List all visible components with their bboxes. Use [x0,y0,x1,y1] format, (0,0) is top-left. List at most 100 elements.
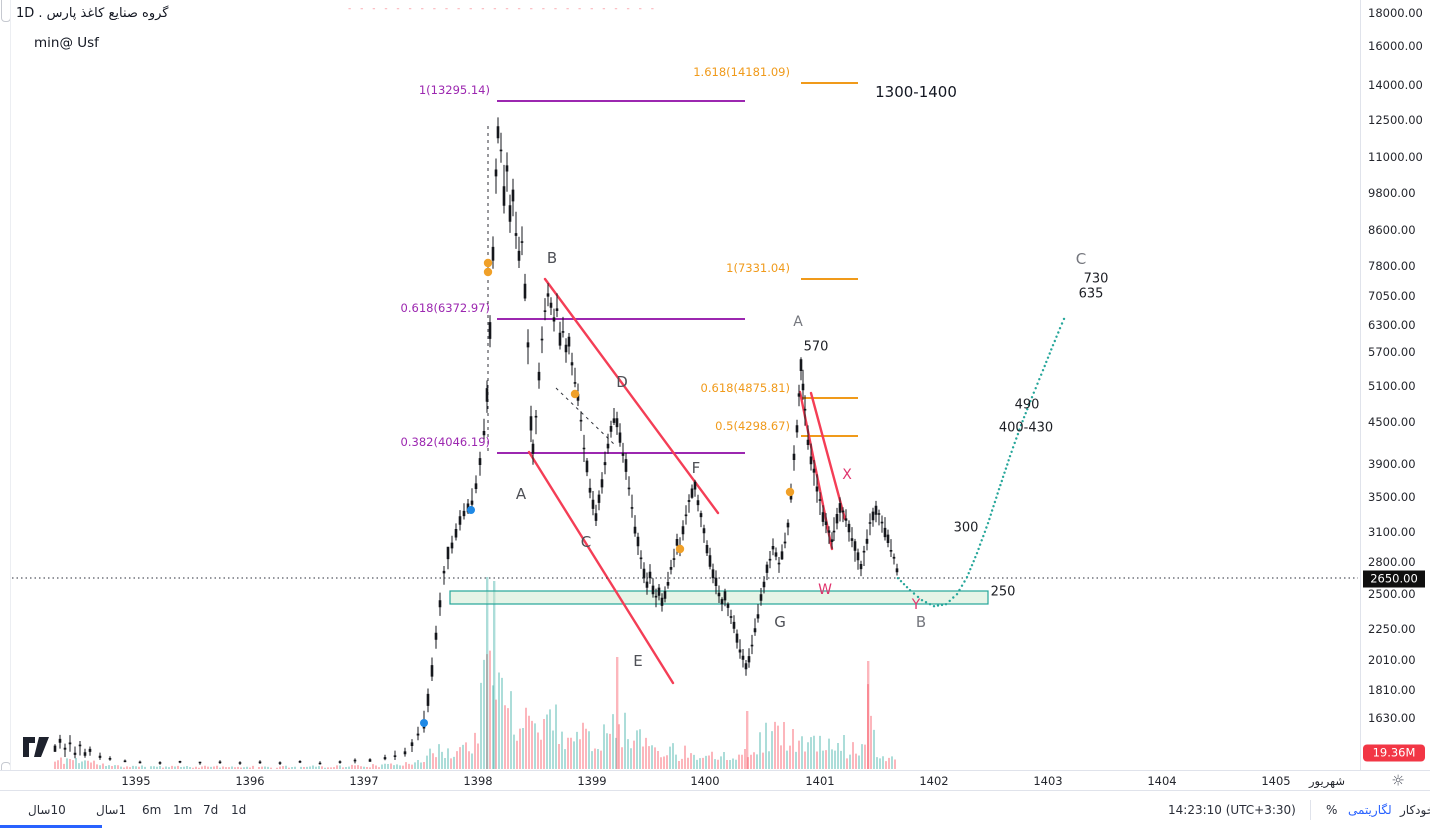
annotation-label[interactable]: D [616,373,628,391]
price-tick[interactable]: 7800.00 [1368,259,1416,273]
annotation-label[interactable]: W [818,582,832,598]
year-label[interactable]: 1403 [1033,774,1063,788]
trend-line [527,450,675,685]
price-tick[interactable]: 1630.00 [1368,711,1416,725]
chart-canvas[interactable] [0,0,1430,790]
annotation-label[interactable]: C [580,533,592,551]
price-tick[interactable]: 3100.00 [1368,525,1416,539]
price-axis-divider [1360,0,1361,790]
annotation-label[interactable]: C [1075,250,1087,268]
year-label[interactable]: 1400 [690,774,720,788]
annotation-label[interactable]: 730 [1083,271,1109,287]
price-tick[interactable]: 9800.00 [1368,186,1416,200]
year-label[interactable]: 1405 [1261,774,1291,788]
annotation-label[interactable]: F [691,459,701,477]
year-label[interactable]: 1398 [463,774,493,788]
price-tick[interactable]: 7050.00 [1368,289,1416,303]
price-tick[interactable]: 14000.00 [1368,78,1423,92]
annotation-label[interactable]: 490 [1014,397,1040,413]
trend-line [809,391,847,521]
price-tick[interactable]: 2500.00 [1368,587,1416,601]
auto-scale-button[interactable]: خودکار [1400,803,1430,817]
trend-line [543,277,720,515]
annotation-label[interactable]: 570 [803,339,829,355]
annotation-label[interactable]: 635 [1078,286,1104,302]
annotation-label[interactable]: B [915,613,927,631]
year-label[interactable]: 1401 [805,774,835,788]
annotation-label[interactable]: 300 [953,520,979,536]
annotation-label[interactable]: X [842,467,852,483]
volume-bars-down [54,650,896,769]
annotation-label[interactable]: E [633,652,643,670]
fib-retracement-label[interactable]: 0.618(6372.97) [400,301,490,315]
price-tick[interactable]: 5700.00 [1368,345,1416,359]
annotation-label[interactable]: A [515,485,527,503]
price-tick[interactable]: 3500.00 [1368,490,1416,504]
orange-marker-dot [675,544,685,554]
price-tick[interactable]: 3900.00 [1368,457,1416,471]
price-tick[interactable]: 18000.00 [1368,6,1423,20]
blue-marker-dot [420,719,428,727]
range-button-5[interactable]: 7d [203,803,219,817]
range-button-4[interactable]: 1m [173,803,193,817]
price-tick[interactable]: 11000.00 [1368,150,1423,164]
time-axis[interactable]: 1395 1396 1397 1398 1399 1400 1401 1402 1403 1404… [0,770,1430,791]
volume-spike [616,657,619,769]
annotation-label[interactable]: Y [911,597,921,613]
annotation-label[interactable]: 400-430 [998,420,1054,436]
year-label[interactable]: 1395 [121,774,151,788]
year-label[interactable]: 1397 [349,774,379,788]
orange-marker-dot [570,389,580,399]
range-button-1[interactable]: 10سال [28,803,66,817]
year-label[interactable]: 1402 [919,774,949,788]
fib-extension-label[interactable]: 1.618(14181.09) [693,65,790,79]
price-tick[interactable]: 2250.00 [1368,622,1416,636]
range-button-6[interactable]: 1d [231,803,247,817]
fib-extension-label[interactable]: 0.5(4298.67) [715,419,790,433]
volume-spike [867,661,870,769]
price-tick[interactable]: 12500.00 [1368,113,1423,127]
active-range-underline [0,825,102,828]
price-tick[interactable]: 2010.00 [1368,653,1416,667]
annotation-label[interactable]: A [793,314,803,330]
dashed-line [555,387,617,447]
annotation-label[interactable]: G [774,613,786,631]
price-tick[interactable]: 4500.00 [1368,415,1416,429]
time-axis-month-label: شهریور [1309,774,1345,788]
volume-badge: 19.36M [1363,744,1425,762]
settings-sun-icon[interactable]: ☼ [1391,771,1405,790]
annotation-label[interactable]: 250 [990,584,1016,600]
fib-extension-label[interactable]: 1(7331.04) [726,261,790,275]
price-tick[interactable]: 16000.00 [1368,39,1423,53]
fib-retracement-label[interactable]: 1(13295.14) [418,83,490,97]
symbol-title[interactable]: گروه صنایع کاغذ پارس . 1D [16,6,169,21]
price-tick[interactable]: 5100.00 [1368,379,1416,393]
price-tick[interactable]: 2800.00 [1368,555,1416,569]
annotation-label[interactable]: 1300-1400 [875,83,957,101]
percent-scale-button[interactable]: % [1326,803,1338,817]
price-tick[interactable]: 6300.00 [1368,318,1416,332]
toolbar-divider [1310,800,1311,820]
redacted-ohlc-values: - - - - - - - - - - - - - - - - - - - - … [348,4,657,14]
clock-label[interactable]: 14:23:10 (UTC+3:30) [1168,803,1296,817]
orange-marker-dot [483,267,493,277]
bottom-toolbar: 10سال 1سال 6m 1m 7d 1d 14:23:10 (UTC+3:30) % … [0,790,1430,828]
year-label[interactable]: 1399 [577,774,607,788]
range-button-2[interactable]: 1سال [96,803,127,817]
volume-spike [486,577,489,769]
price-tick[interactable]: 8600.00 [1368,223,1416,237]
range-button-3[interactable]: 6m [142,803,162,817]
left-pane-divider [10,0,11,770]
log-scale-button[interactable]: لگاریتمی [1348,803,1392,817]
projection-dotted-curve [896,317,1066,608]
year-label[interactable]: 1396 [235,774,265,788]
annotation-label[interactable]: B [546,249,558,267]
year-label[interactable]: 1404 [1147,774,1177,788]
tradingview-logo[interactable] [22,735,56,759]
volume-spike [746,711,749,769]
fib-extension-label[interactable]: 0.618(4875.81) [700,381,790,395]
fib-retracement-label[interactable]: 0.382(4046.19) [400,435,490,449]
price-tick[interactable]: 1810.00 [1368,683,1416,697]
indicator-label[interactable]: min@ Usf [34,35,99,51]
